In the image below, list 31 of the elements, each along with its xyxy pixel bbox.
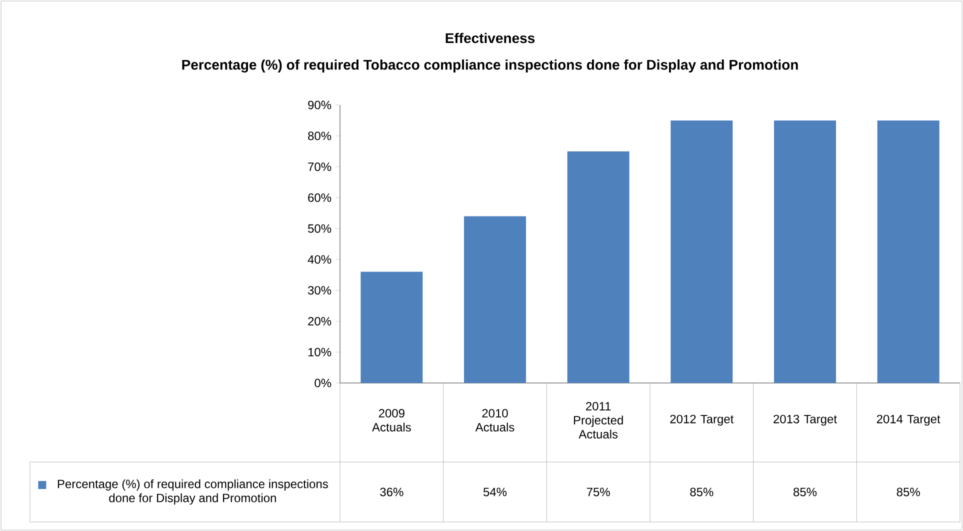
text: 54%	[483, 488, 507, 496]
y-tick-label: 60%	[308, 193, 332, 202]
chart-title: Effectiveness	[446, 32, 535, 44]
bar	[670, 120, 733, 383]
bar	[877, 120, 940, 383]
text: 85%	[794, 488, 817, 496]
y-tick-label: 40%	[308, 255, 332, 264]
y-tick-label: 80%	[308, 132, 332, 140]
y-tick-label: 70%	[308, 162, 332, 172]
x-tick-label: 2014 Target	[876, 414, 940, 426]
y-tick-label: 90%	[308, 100, 332, 110]
text: 75%	[586, 488, 610, 496]
text: 85%	[896, 488, 920, 496]
y-tick-label: 0%	[314, 378, 332, 388]
y-tick-label: 30%	[308, 286, 332, 295]
x-tick-label: 2011 Projected Actuals	[574, 402, 623, 439]
bar	[464, 216, 526, 383]
y-tick-label: 10%	[308, 348, 332, 356]
x-tick-label: 2013 Target	[774, 414, 837, 426]
x-tick-label: 2010 Actuals	[475, 409, 514, 432]
bar	[360, 272, 423, 383]
y-tick-label: 50%	[308, 224, 332, 233]
text: 36%	[380, 488, 404, 496]
bar	[567, 151, 630, 383]
y-tick-label: 20%	[308, 316, 332, 326]
x-tick-label: 2012 Target	[670, 414, 734, 426]
bar	[774, 120, 836, 383]
text: 85%	[690, 488, 714, 496]
legend-label: Percentage (%) of required compliance inspections done for Display and Promotion	[58, 479, 328, 505]
x-tick-label: 2009 Actuals	[372, 409, 411, 432]
chart-subtitle: Percentage (%) of required Tobacco compliance inspections done for Display and Promotion	[182, 59, 798, 73]
